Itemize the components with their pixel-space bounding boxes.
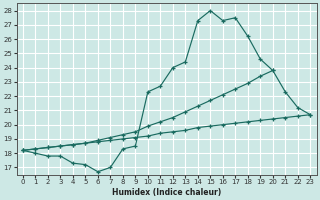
X-axis label: Humidex (Indice chaleur): Humidex (Indice chaleur): [112, 188, 221, 197]
